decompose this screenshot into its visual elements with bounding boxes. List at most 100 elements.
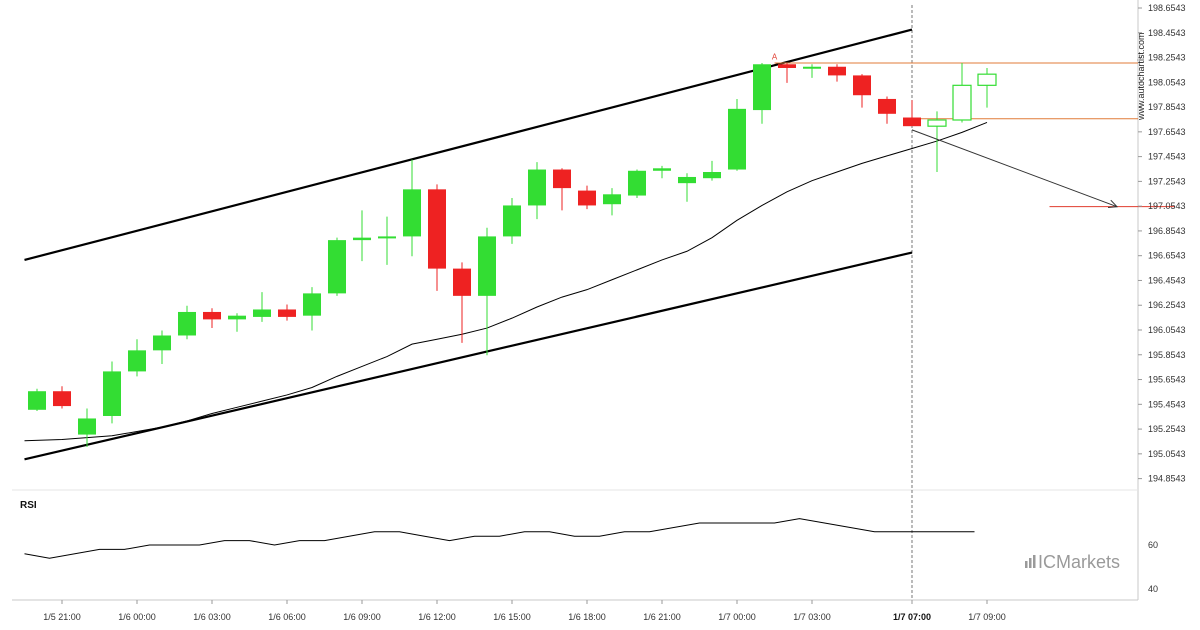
candle bbox=[853, 74, 871, 108]
candle-body-bearish bbox=[203, 311, 221, 320]
candle bbox=[828, 64, 846, 82]
price-tick-label: 195.2543 bbox=[1148, 424, 1186, 434]
candle bbox=[453, 262, 471, 343]
candle-body-bullish bbox=[303, 293, 321, 316]
candle-body-bullish bbox=[128, 350, 146, 372]
candle bbox=[228, 313, 246, 332]
price-tick-label: 195.6543 bbox=[1148, 375, 1186, 385]
candle bbox=[278, 304, 296, 321]
candle bbox=[977, 67, 997, 108]
brand-bar-3 bbox=[1033, 555, 1036, 568]
candle-body-bullish bbox=[353, 237, 371, 241]
candle-body-bearish bbox=[553, 169, 571, 189]
candle-body-bullish bbox=[403, 189, 421, 237]
price-tick-label: 197.0543 bbox=[1148, 201, 1186, 211]
candle bbox=[428, 184, 446, 291]
forecast-arrow-line bbox=[911, 129, 1118, 208]
candle-body-bullish bbox=[78, 418, 96, 435]
candle-body-bullish bbox=[478, 236, 496, 296]
candle-body-bearish bbox=[578, 190, 596, 206]
time-tick-label: 1/6 03:00 bbox=[193, 612, 231, 622]
candle bbox=[678, 173, 696, 202]
time-tick-label: 1/7 07:00 bbox=[893, 612, 931, 622]
candle-body-bearish bbox=[828, 66, 846, 76]
price-tick-label: 198.0543 bbox=[1148, 77, 1186, 87]
candle bbox=[478, 227, 496, 356]
brand-bar-1 bbox=[1025, 561, 1028, 568]
candle bbox=[378, 216, 396, 265]
time-tick-label: 1/6 09:00 bbox=[343, 612, 381, 622]
candle bbox=[803, 64, 821, 78]
price-tick-label: 198.6543 bbox=[1148, 3, 1186, 13]
moving-average-layer bbox=[24, 122, 988, 442]
candle bbox=[303, 287, 321, 331]
candle-body-bearish bbox=[278, 309, 296, 317]
price-tick-label: 195.8543 bbox=[1148, 350, 1186, 360]
brand-text: ICMarkets bbox=[1038, 552, 1120, 572]
candle-body-bullish bbox=[703, 172, 721, 179]
candle bbox=[328, 237, 346, 296]
candle bbox=[53, 386, 71, 409]
time-tick-label: 1/6 21:00 bbox=[643, 612, 681, 622]
price-tick-label: 197.8543 bbox=[1148, 102, 1186, 112]
candle bbox=[553, 168, 571, 211]
candle bbox=[528, 162, 546, 220]
candle-body-bullish bbox=[678, 176, 696, 184]
candle-body-bullish bbox=[228, 315, 246, 320]
candle-body-bullish bbox=[728, 108, 746, 170]
candle-body-bullish bbox=[178, 311, 196, 336]
price-tick-label: 198.2543 bbox=[1148, 53, 1186, 63]
candle-body-bearish bbox=[53, 391, 71, 407]
rsi-panel-label: RSI bbox=[20, 500, 37, 511]
candle bbox=[153, 330, 171, 364]
rsi-tick-label: 60 bbox=[1148, 540, 1158, 550]
time-tick-label: 1/6 18:00 bbox=[568, 612, 606, 622]
price-tick-label: 196.4543 bbox=[1148, 275, 1186, 285]
candle bbox=[28, 388, 46, 412]
price-tick-label: 195.4543 bbox=[1148, 399, 1186, 409]
price-tick-label: 196.2543 bbox=[1148, 300, 1186, 310]
candle-body-bearish bbox=[853, 75, 871, 96]
candle bbox=[128, 339, 146, 377]
channel-lower-line bbox=[24, 251, 913, 461]
candle bbox=[903, 100, 921, 127]
price-tick-label: 197.2543 bbox=[1148, 176, 1186, 186]
time-tick-label: 1/7 00:00 bbox=[718, 612, 756, 622]
rsi-tick-label: 40 bbox=[1148, 584, 1158, 594]
candle-body-bearish bbox=[878, 98, 896, 114]
candle-body-bullish bbox=[28, 391, 46, 410]
overlay-layer bbox=[911, 129, 1119, 209]
time-tick-label: 1/5 21:00 bbox=[43, 612, 81, 622]
candle-body-bullish bbox=[328, 240, 346, 294]
candle bbox=[203, 308, 221, 329]
price-tick-label: 197.4543 bbox=[1148, 152, 1186, 162]
candle-body-bearish bbox=[903, 117, 921, 127]
candle bbox=[778, 63, 796, 83]
candle bbox=[103, 361, 121, 424]
moving-average-line bbox=[24, 122, 988, 442]
forecast-arrow-head bbox=[1107, 199, 1119, 209]
candle bbox=[603, 188, 621, 216]
time-tick-label: 1/6 12:00 bbox=[418, 612, 456, 622]
price-tick-label: 198.4543 bbox=[1148, 28, 1186, 38]
price-tick-label: 197.6543 bbox=[1148, 127, 1186, 137]
rsi-layer bbox=[24, 518, 975, 559]
candle-body-bullish bbox=[803, 66, 821, 69]
candle-body-bullish bbox=[628, 170, 646, 196]
price-tick-label: 196.8543 bbox=[1148, 226, 1186, 236]
candle-body-bearish bbox=[778, 64, 796, 68]
price-tick-label: 196.6543 bbox=[1148, 251, 1186, 261]
time-tick-label: 1/6 00:00 bbox=[118, 612, 156, 622]
candle-body-bullish bbox=[253, 309, 271, 317]
candles-layer bbox=[28, 63, 997, 447]
candle-body-bullish bbox=[927, 119, 947, 127]
candle bbox=[503, 198, 521, 244]
candle bbox=[653, 165, 671, 179]
candle bbox=[353, 210, 371, 262]
price-tick-label: 194.8543 bbox=[1148, 474, 1186, 484]
candle bbox=[952, 63, 972, 123]
candle-body-bullish bbox=[528, 169, 546, 206]
time-tick-label: 1/6 06:00 bbox=[268, 612, 306, 622]
candle bbox=[927, 111, 947, 173]
